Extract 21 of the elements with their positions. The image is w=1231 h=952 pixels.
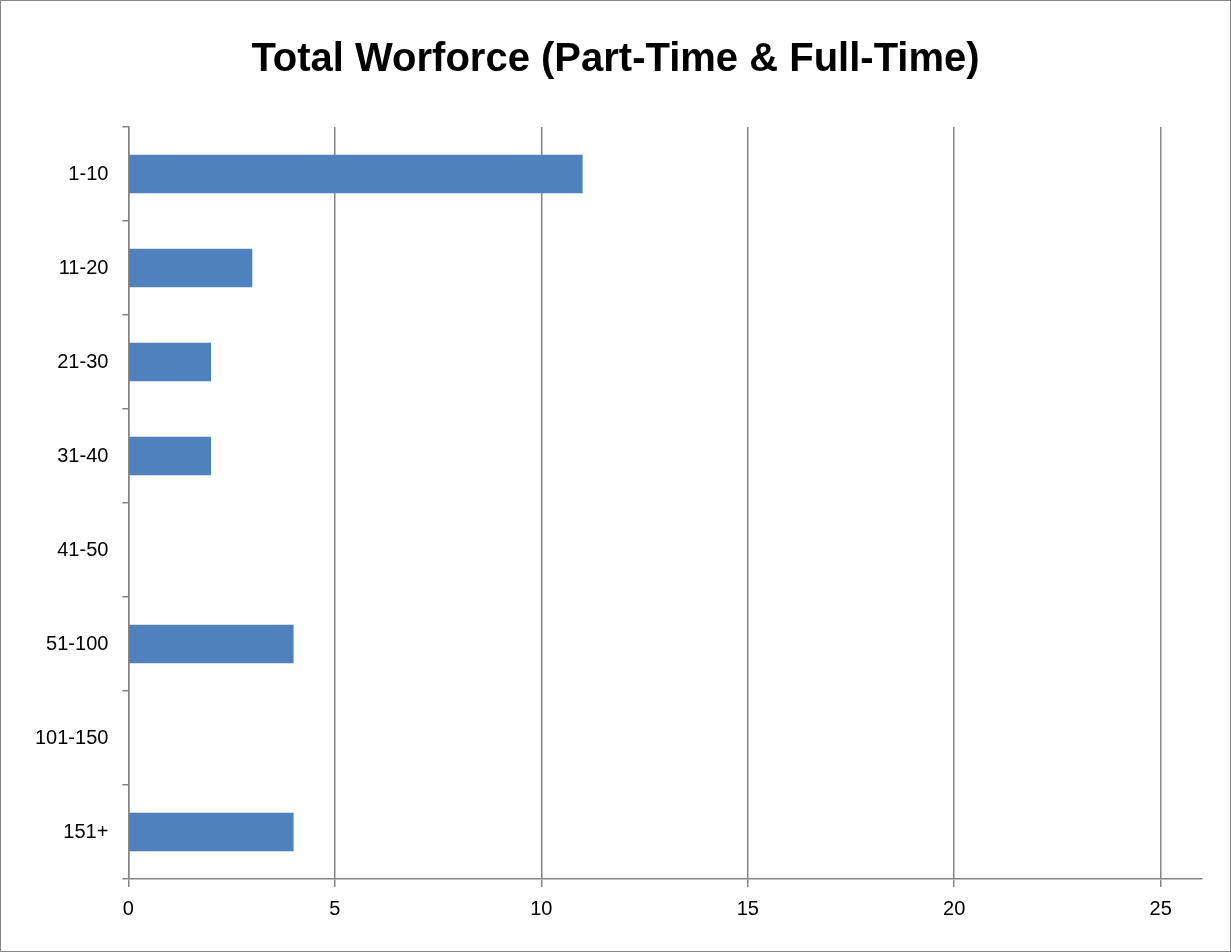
- y-tick-label: 11-20: [58, 255, 109, 278]
- chart-title: Total Worforce (Part-Time & Full-Time): [250, 35, 981, 80]
- x-tick-label: 0: [122, 896, 134, 919]
- x-tick-label: 25: [1149, 896, 1172, 919]
- bar: [129, 812, 294, 852]
- bar: [129, 248, 253, 288]
- bar: [129, 154, 583, 194]
- x-tick-label: 5: [329, 896, 341, 919]
- x-tick-label: 20: [943, 896, 966, 919]
- y-tick-label: 101-150: [34, 725, 109, 748]
- x-tick-label: 10: [530, 896, 553, 919]
- y-tick-label: 21-30: [57, 349, 109, 372]
- bar: [129, 436, 211, 476]
- bar: [129, 342, 211, 382]
- y-tick-label: 151+: [63, 819, 109, 842]
- y-tick-label: 41-50: [57, 537, 109, 560]
- x-tick-label: 15: [736, 896, 759, 919]
- y-tick-label: 1-10: [68, 161, 109, 184]
- bar: [129, 624, 294, 664]
- y-tick-label: 51-100: [46, 631, 109, 654]
- y-tick-label: 31-40: [57, 443, 109, 466]
